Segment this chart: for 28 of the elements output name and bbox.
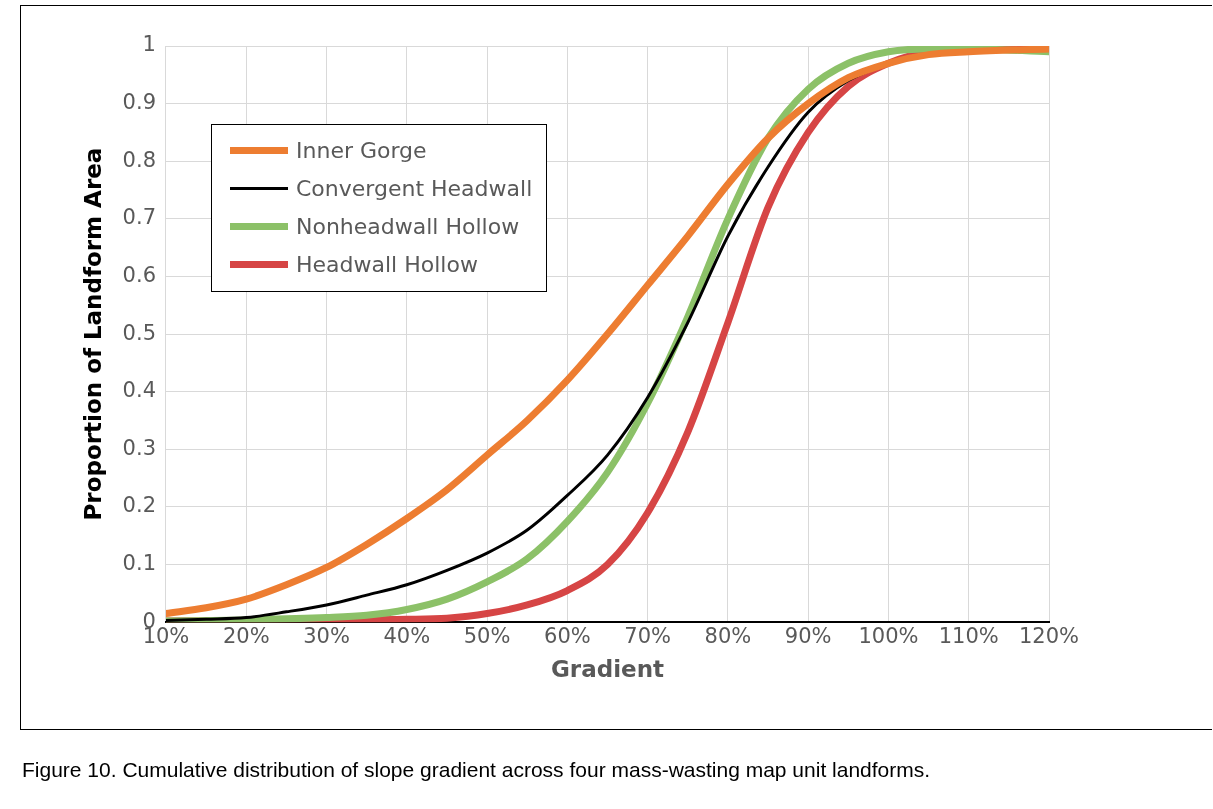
y-tick-label: 0.2	[122, 493, 156, 518]
x-tick-label: 40%	[383, 624, 431, 649]
y-tick-label: 0.6	[122, 262, 156, 287]
x-tick-label: 30%	[303, 624, 350, 649]
x-tick-label: 90%	[784, 624, 832, 649]
y-tick-label: 0.8	[122, 147, 156, 172]
y-tick-label: 0.3	[122, 435, 156, 460]
legend-label: Inner Gorge	[296, 137, 427, 163]
x-tick-label: 60%	[544, 624, 591, 649]
y-tick-label: 0.9	[122, 90, 156, 115]
y-tick-label: 0.7	[122, 205, 156, 230]
y-tick-label: 0.4	[122, 378, 156, 403]
x-tick-label: 80%	[704, 624, 752, 649]
x-tick-label: 120%	[1018, 624, 1080, 649]
x-tick-label: 100%	[858, 624, 919, 649]
x-tick-label: 110%	[938, 624, 999, 649]
legend-label: Convergent Headwall	[296, 175, 533, 201]
x-tick-label: 70%	[624, 624, 671, 649]
legend-label: Headwall Hollow	[296, 251, 478, 277]
x-tick-label: 50%	[463, 624, 511, 649]
y-tick-label: 0.1	[122, 551, 156, 576]
y-tick-label: 1	[142, 32, 156, 57]
x-tick-label: 20%	[222, 624, 270, 649]
legend-label: Nonheadwall Hollow	[296, 213, 520, 239]
x-axis-title: Gradient	[550, 656, 665, 683]
y-tick-label: 0.5	[122, 320, 156, 345]
y-axis-title: Proportion of Landform Area	[79, 147, 106, 521]
caption: Figure 10. Cumulative distribution of slope gradient across four mass-wasting map unit landforms.	[22, 758, 931, 782]
